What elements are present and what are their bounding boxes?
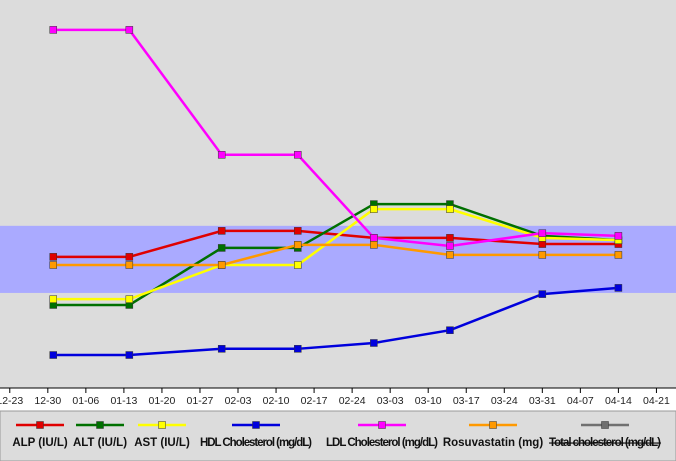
x-tick-label: 01-13 [110, 395, 137, 407]
x-tick-label: 01-20 [149, 395, 176, 407]
x-tick-label: 02-24 [339, 395, 366, 407]
data-point [370, 339, 378, 347]
series-line [53, 207, 619, 301]
legend-label[interactable]: AST (IU/L) [134, 437, 190, 449]
data-point [125, 253, 134, 261]
data-point [217, 227, 226, 235]
plot-background [0, 0, 676, 388]
x-tick-label: 04-14 [605, 395, 632, 407]
data-point [614, 251, 623, 259]
data-point [614, 232, 623, 240]
legend-background [0, 410, 676, 461]
legend-label[interactable]: LDL Cholesterol (mg/dL) [326, 437, 438, 449]
legend-swatch-marker [489, 421, 497, 429]
x-tick-label: 03-03 [377, 395, 404, 407]
series-line [53, 229, 619, 259]
data-point [125, 26, 134, 34]
data-point [125, 261, 134, 269]
legend-swatch-marker [378, 421, 386, 429]
legend-swatch-marker [158, 421, 166, 429]
x-tick-label: 03-10 [415, 395, 442, 407]
x-tick-label: 02-10 [263, 395, 290, 407]
legend-swatch-marker [252, 421, 260, 429]
x-tick-label: 04-07 [567, 395, 594, 407]
data-point [538, 290, 547, 298]
legend-label[interactable]: ALT (IU/L) [73, 437, 127, 449]
data-point [125, 351, 134, 359]
data-point [125, 295, 134, 303]
data-point [294, 261, 302, 269]
x-tick-label: 03-31 [529, 395, 556, 407]
data-point [538, 229, 547, 237]
data-point [294, 227, 302, 235]
data-point [614, 284, 623, 292]
legend-label[interactable]: HDL Cholesterol (mg/dL) [200, 437, 312, 449]
data-point [294, 151, 302, 159]
legend-swatch-marker [96, 421, 104, 429]
data-point [294, 345, 302, 353]
x-tick-label: 02-17 [301, 395, 328, 407]
data-point [217, 151, 226, 159]
data-point [370, 205, 378, 213]
x-tick-label: 02-03 [225, 395, 252, 407]
data-point [217, 244, 226, 252]
x-tick-label: 01-27 [187, 395, 214, 407]
x-tick-label: 12-23 [0, 395, 23, 407]
series-line [53, 202, 619, 307]
x-tick-label: 03-17 [453, 395, 480, 407]
data-point [446, 234, 454, 242]
x-tick-label: 12-30 [34, 395, 61, 407]
data-point [538, 240, 547, 248]
legend-label[interactable]: Rosuvastatin (mg) [443, 437, 543, 449]
data-point [49, 26, 58, 34]
series-line [53, 286, 619, 357]
legend-swatch-marker [601, 421, 609, 429]
data-point [294, 241, 302, 249]
data-point [370, 241, 378, 249]
x-tick-label: 01-06 [72, 395, 99, 407]
data-point [217, 261, 226, 269]
x-tick-label: 03-24 [491, 395, 518, 407]
data-point [49, 295, 58, 303]
series-line [53, 28, 619, 248]
series-line [53, 243, 619, 267]
legend-label[interactable]: ALP (IU/L) [12, 437, 68, 449]
legend-swatch-marker [36, 421, 44, 429]
data-point [446, 251, 454, 259]
data-point [446, 326, 454, 334]
data-point [49, 261, 58, 269]
data-point [446, 205, 454, 213]
data-point [49, 351, 58, 359]
x-tick-label: 04-21 [643, 395, 670, 407]
data-point [217, 345, 226, 353]
data-point [538, 251, 547, 259]
data-point [49, 253, 58, 261]
legend-label[interactable]: Total cholesterol (mg/dL) [549, 437, 661, 449]
data-point [446, 242, 454, 250]
data-point [370, 234, 378, 242]
